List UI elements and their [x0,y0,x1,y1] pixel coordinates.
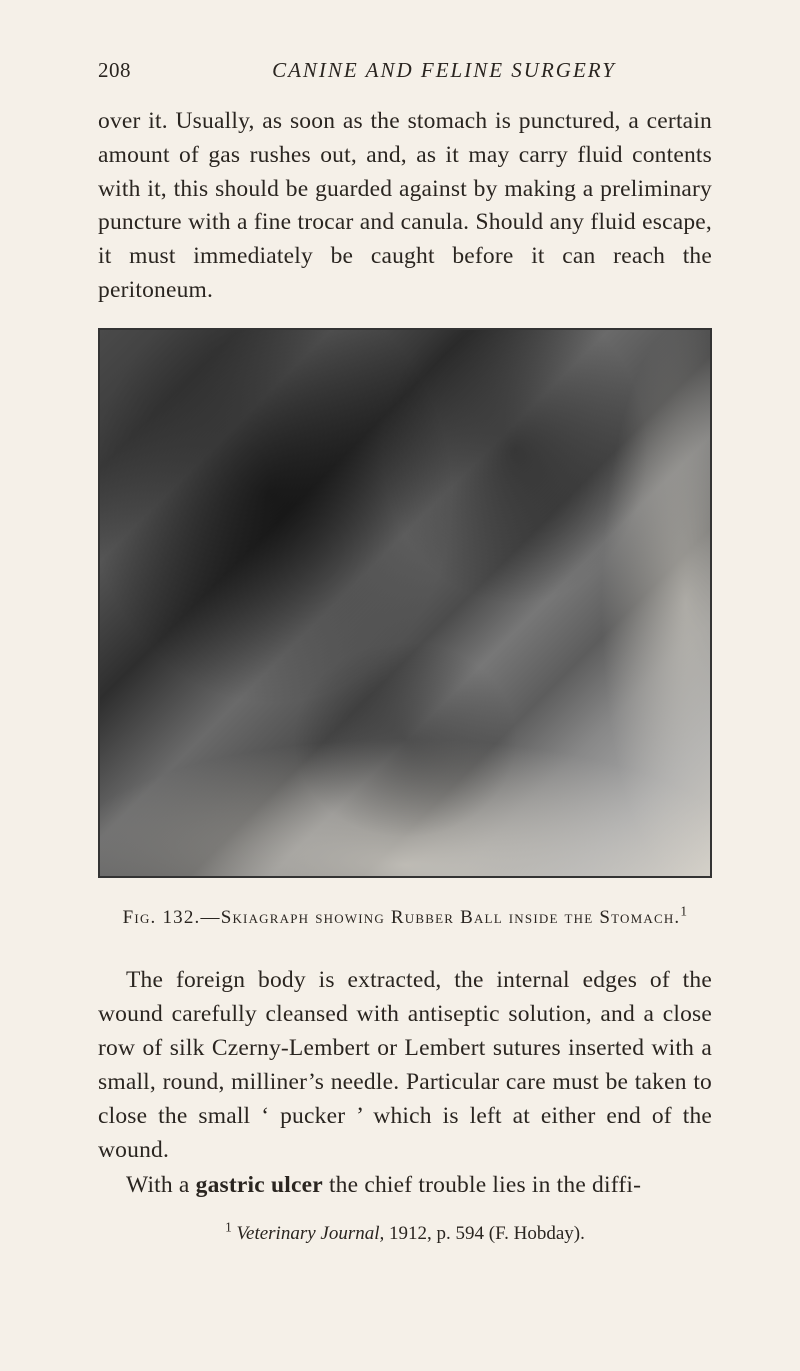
footnote: 1 Veterinary Journal, 1912, p. 594 (F. H… [98,1221,712,1248]
figure-caption-text: Skiagraph showing Rubber Ball inside the… [221,907,681,928]
paragraph-1: over it. Usually, as soon as the stomach… [98,105,712,308]
figure-footnote-marker: 1 [680,904,687,919]
running-title: CANINE AND FELINE SURGERY [236,58,652,83]
para3-bold: gastric ulcer [196,1172,323,1198]
page-header: 208 CANINE AND FELINE SURGERY [98,58,712,83]
paragraph-2: The foreign body is extracted, the inter… [98,964,712,1167]
book-page: 208 CANINE AND FELINE SURGERY over it. U… [0,0,800,1371]
para3-part-b: the chief trouble lies in the diffi- [323,1172,641,1198]
figure-caption: Fig. 132.—Skiagraph showing Rubber Ball … [98,904,712,933]
figure-label: Fig. 132.— [123,907,221,928]
para2-quote: ‘ pucker ’ [261,1103,362,1129]
para3-part-a: With a [126,1172,196,1198]
footnote-marker: 1 [225,1220,232,1235]
footnote-rest: 1912, p. 594 (F. Hobday). [384,1223,585,1244]
page-number: 208 [98,58,236,83]
skiagraph-figure [98,328,712,878]
footnote-italic: Veterinary Journal, [237,1223,385,1244]
paragraph-3: With a gastric ulcer the chief trouble l… [98,1169,712,1203]
